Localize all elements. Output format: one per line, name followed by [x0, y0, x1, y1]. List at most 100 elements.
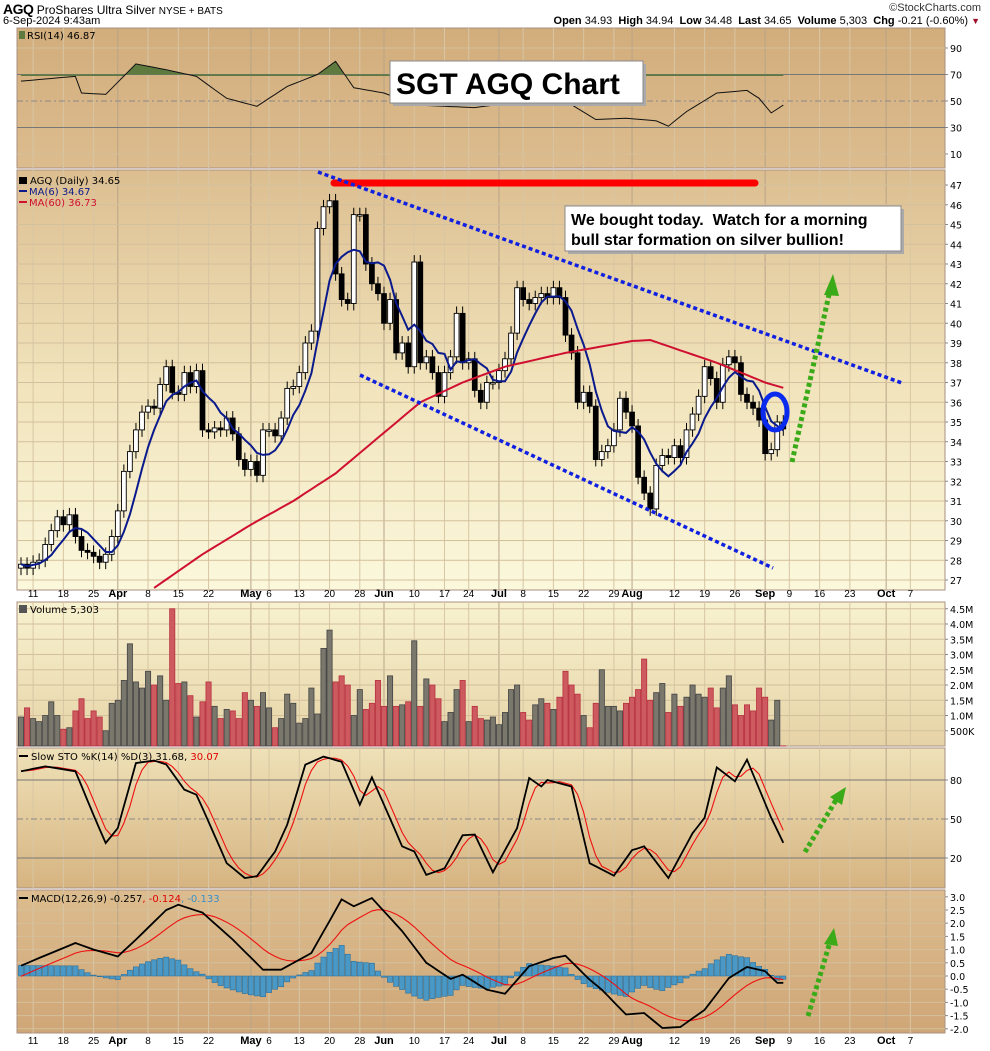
- volume-label: Volume: [797, 15, 837, 27]
- volume-bar: [653, 692, 660, 747]
- volume-bar: [604, 705, 611, 747]
- macd-histogram-bar: [151, 959, 157, 977]
- date-label-bottom: 12: [669, 1036, 681, 1047]
- volume-bar: [48, 701, 55, 747]
- candle: [471, 358, 478, 391]
- date-label-middle: May: [240, 588, 262, 600]
- date-label-bottom: Aug: [621, 1035, 642, 1047]
- volume-bar: [102, 730, 109, 747]
- candle: [114, 510, 121, 537]
- last-label: Last: [738, 15, 761, 27]
- candle: [647, 492, 654, 510]
- volume-bar: [689, 684, 696, 747]
- volume-bar: [495, 724, 502, 747]
- candle: [108, 536, 115, 555]
- candle: [635, 425, 641, 478]
- highlight-circle: [760, 391, 790, 433]
- date-label-bottom: 11: [28, 1036, 39, 1047]
- volume-bar: [151, 684, 158, 747]
- volume-bar: [417, 705, 424, 747]
- macd-histogram-bar: [489, 975, 496, 988]
- macd-histogram-bar: [96, 975, 103, 977]
- macd-histogram-bar: [163, 956, 170, 977]
- volume-bar: [320, 648, 327, 747]
- ma6-line: [20, 248, 784, 568]
- candle: [278, 417, 285, 437]
- volume-axis-label: 1.0M: [950, 712, 973, 723]
- macd-histogram-bar: [102, 975, 109, 979]
- candle: [695, 395, 702, 415]
- volume-bar: [314, 713, 321, 747]
- macd-axis-label: 2.0: [950, 919, 965, 930]
- quote-bar: Open 34.93 High 34.94 Low 34.48 Last 34.…: [554, 15, 980, 27]
- copyright-link[interactable]: ©StockCharts.com: [889, 2, 981, 14]
- macd-histogram-bar: [260, 975, 266, 998]
- high-label: High: [618, 15, 643, 27]
- candle: [326, 200, 333, 208]
- candle: [284, 387, 291, 419]
- volume-bar: [447, 712, 454, 747]
- candle: [314, 227, 321, 332]
- volume-bar: [568, 684, 575, 747]
- macd-histogram-bar: [653, 975, 660, 990]
- macd-histogram-bar: [556, 966, 563, 977]
- macd-histogram-bar: [344, 953, 351, 977]
- volume-bar: [641, 658, 648, 747]
- candle: [78, 536, 85, 551]
- candle: [477, 389, 484, 403]
- macd-value: MACD(12,26,9) -0.257: [31, 894, 142, 905]
- volume-value: 5,303: [839, 15, 868, 27]
- candle: [211, 427, 218, 433]
- volume-bar: [580, 715, 587, 747]
- date-label-middle: Aug: [621, 588, 642, 600]
- candle: [54, 516, 61, 532]
- rsi-legend: RSI(14) 46.87: [27, 31, 96, 42]
- macd-histogram-bar: [199, 973, 206, 977]
- volume-bar: [114, 699, 121, 747]
- date-label-middle: 7: [908, 589, 914, 600]
- date-label-middle: 22: [203, 589, 215, 600]
- macd-histogram-bar: [465, 975, 472, 987]
- volume-bar: [356, 689, 363, 747]
- date-label-middle: 13: [294, 589, 306, 600]
- price-axis-label: 38: [950, 359, 962, 370]
- macd-histogram-bar: [223, 975, 230, 989]
- volume-bar: [169, 608, 176, 747]
- candle: [96, 555, 103, 563]
- price-legend: AGQ (Daily) 34.65: [30, 176, 120, 187]
- price-up-arrow-icon: [789, 274, 839, 463]
- candle: [665, 455, 672, 459]
- title-box-text: SGT AGQ Chart: [396, 68, 620, 101]
- candle: [369, 263, 375, 285]
- candle: [496, 370, 502, 383]
- ma60-legend: MA(60) 36.73: [29, 198, 97, 209]
- volume-bar: [623, 702, 630, 747]
- volume-bar: [199, 701, 206, 747]
- macd-histogram-bar: [229, 975, 236, 991]
- macd-histogram-bar: [617, 975, 623, 996]
- volume-bar: [441, 721, 448, 747]
- volume-bar: [520, 712, 527, 747]
- volume-bar: [181, 681, 188, 747]
- date-label-middle: 10: [409, 589, 421, 600]
- macd-histogram-bar: [193, 971, 200, 977]
- volume-bar: [108, 702, 115, 747]
- price-axis-label: 34: [950, 438, 962, 449]
- volume-bar: [272, 727, 279, 747]
- volume-bar: [380, 705, 387, 747]
- macd-histogram-bar: [139, 963, 145, 977]
- macd-histogram-bar: [707, 963, 714, 977]
- price-axis-label: 41: [950, 300, 962, 311]
- candle: [90, 551, 97, 557]
- sto-legend: Slow STO %K(14) %D(3) 31.68, 30.07: [31, 752, 219, 763]
- candle: [707, 366, 714, 380]
- macd-signal-value: , -0.124: [142, 894, 181, 905]
- candle: [508, 332, 514, 360]
- volume-bar: [84, 718, 91, 747]
- volume-bar: [556, 696, 563, 747]
- volume-bar: [629, 696, 636, 747]
- volume-bar: [550, 709, 557, 747]
- volume-bar: [526, 719, 533, 747]
- macd-histogram-bar: [308, 970, 315, 977]
